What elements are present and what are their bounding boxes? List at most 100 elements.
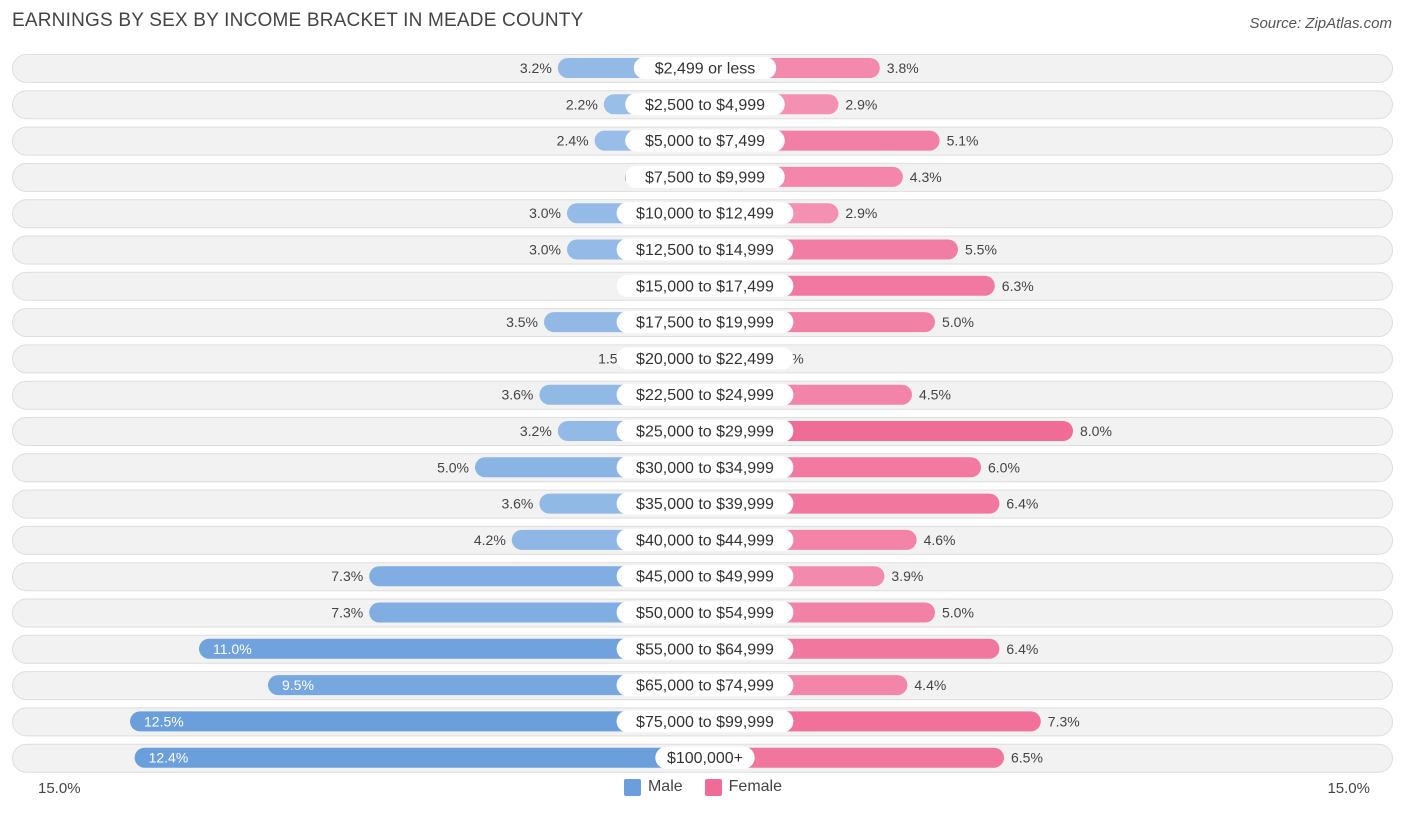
bar-row: 1.5%1.3%$20,000 to $22,499 <box>12 344 1393 374</box>
category-pill <box>633 57 777 79</box>
bar-row: 4.2% 4.6% $40,000 to $44,999 <box>12 525 1393 555</box>
category-label: $25,000 to $29,999 <box>636 424 774 441</box>
bar-row: 7.3% 5.0% $50,000 to $54,999 <box>12 598 1393 628</box>
category-pill <box>616 274 794 297</box>
female-value-label: 2.9% <box>845 96 877 112</box>
chart-title: EARNINGS BY SEX BY INCOME BRACKET IN MEA… <box>12 10 584 31</box>
category-label: $17,500 to $19,999 <box>636 315 774 332</box>
legend-item-female[interactable]: Female <box>704 778 783 796</box>
category-label: $65,000 to $74,999 <box>636 678 774 695</box>
category-pill <box>616 420 794 442</box>
category-pill <box>616 202 794 225</box>
legend-item-male[interactable]: Male <box>623 778 683 796</box>
category-label: $75,000 to $99,999 <box>636 714 774 731</box>
male-value-label: 2.4% <box>557 133 589 149</box>
male-value-label: 12.5% <box>144 713 184 729</box>
female-bar <box>703 747 1004 768</box>
legend-female-label: Female <box>728 778 783 795</box>
female-value-label: 6.3% <box>1002 278 1034 294</box>
female-value-label: 5.0% <box>942 605 974 621</box>
category-pill <box>616 710 794 733</box>
female-value-label: 5.5% <box>965 242 997 258</box>
male-bar <box>199 638 707 659</box>
category-label: $45,000 to $49,999 <box>636 569 774 586</box>
female-value-label: 8.0% <box>1080 423 1112 439</box>
category-label: $10,000 to $12,499 <box>636 206 774 223</box>
male-value-label: 3.0% <box>529 242 561 258</box>
category-label: $5,000 to $7,499 <box>645 133 765 150</box>
male-value-label: 2.2% <box>566 96 598 112</box>
female-value-label: 5.1% <box>947 133 979 149</box>
bar-row: 0.82%6.3%$15,000 to $17,499 <box>12 271 1393 301</box>
male-value-label: 3.2% <box>520 423 552 439</box>
bar-row: 3.0% 2.9% $10,000 to $12,499 <box>12 199 1393 229</box>
legend: Male Female <box>0 778 1406 796</box>
bar-row: 3.6% 4.5% $22,500 to $24,999 <box>12 380 1393 410</box>
male-value-label: 3.2% <box>520 60 552 76</box>
category-label: $40,000 to $44,999 <box>636 532 774 549</box>
axis-left-label: 15.0% <box>38 780 81 797</box>
category-label: $7,500 to $9,999 <box>645 169 765 186</box>
category-label: $50,000 to $54,999 <box>636 605 774 622</box>
bar-row: 3.6% 6.4% $35,000 to $39,999 <box>12 489 1393 519</box>
category-label: $100,000+ <box>667 750 743 767</box>
female-value-label: 7.3% <box>1048 713 1080 729</box>
category-pill <box>616 565 794 588</box>
female-swatch <box>704 778 722 796</box>
bar-row: 2.2% 2.9% $2,500 to $4,999 <box>12 90 1393 120</box>
male-value-label: 11.0% <box>213 641 252 657</box>
bar-row: 0.76%4.3%$7,500 to $9,999 <box>12 162 1393 192</box>
female-value-label: 6.5% <box>1011 750 1043 766</box>
category-pill <box>616 492 794 515</box>
category-pill <box>655 746 755 769</box>
axis-right-label: 15.0% <box>1327 780 1370 797</box>
bar-row: 11.0% 6.4% $55,000 to $64,999 <box>12 634 1393 664</box>
category-pill <box>616 528 794 551</box>
female-bar <box>703 421 1073 441</box>
bar-row: 12.4% 6.5% $100,000+ <box>12 743 1393 773</box>
male-value-label: 3.6% <box>501 387 533 403</box>
male-value-label: 7.3% <box>331 605 363 621</box>
female-value-label: 4.4% <box>914 677 946 693</box>
male-swatch <box>623 778 641 796</box>
category-pill <box>616 637 794 660</box>
male-value-label: 7.3% <box>331 568 363 584</box>
category-pill <box>616 674 794 697</box>
category-label: $15,000 to $17,499 <box>636 278 774 295</box>
female-value-label: 4.3% <box>910 169 942 185</box>
category-label: $35,000 to $39,999 <box>636 496 774 513</box>
male-value-label: 4.2% <box>474 532 506 548</box>
bar-row: 5.0% 6.0% $30,000 to $34,999 <box>12 453 1393 483</box>
category-label: $2,499 or less <box>655 61 756 78</box>
category-label: $2,500 to $4,999 <box>645 97 765 114</box>
category-label: $20,000 to $22,499 <box>636 351 774 368</box>
female-value-label: 3.9% <box>891 568 923 584</box>
male-value-label: 12.4% <box>149 750 189 766</box>
category-pill <box>616 601 794 624</box>
female-value-label: 2.9% <box>845 205 877 221</box>
bar-row: 7.3% 3.9% $45,000 to $49,999 <box>12 562 1393 592</box>
category-pill <box>616 347 794 370</box>
female-value-label: 4.5% <box>919 387 951 403</box>
female-value-label: 6.4% <box>1006 496 1038 512</box>
bar-row: 12.5% 7.3% $75,000 to $99,999 <box>12 707 1393 737</box>
female-value-label: 4.6% <box>924 532 956 548</box>
category-label: $22,500 to $24,999 <box>636 387 774 404</box>
male-bar <box>134 747 708 768</box>
male-bar <box>268 675 707 696</box>
category-pill <box>616 383 794 406</box>
male-value-label: 9.5% <box>282 677 314 693</box>
bar-row: 3.2% 8.0% $25,000 to $29,999 <box>12 417 1393 446</box>
male-bar <box>130 711 707 732</box>
male-value-label: 5.0% <box>437 459 469 475</box>
male-value-label: 3.0% <box>529 205 561 221</box>
source-label: Source: ZipAtlas.com <box>1249 15 1392 32</box>
bar-row: 9.5% 4.4% $65,000 to $74,999 <box>12 671 1393 701</box>
category-pill <box>625 93 785 116</box>
category-pill <box>616 311 794 334</box>
female-value-label: 3.8% <box>887 60 919 76</box>
male-value-label: 3.6% <box>501 496 533 512</box>
category-label: $30,000 to $34,999 <box>636 460 774 477</box>
category-pill <box>625 165 785 188</box>
category-pill <box>625 129 785 152</box>
